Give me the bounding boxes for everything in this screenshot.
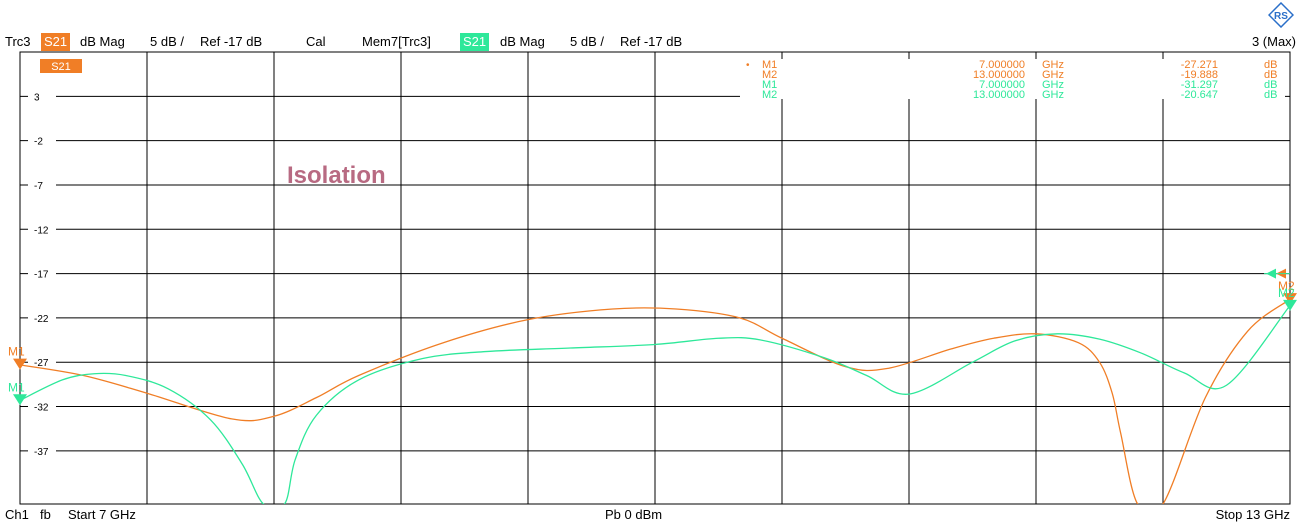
marker-label: M1	[8, 380, 25, 394]
marker-row-vunit: dB	[1264, 89, 1277, 101]
marker-row-value: -20.647	[1181, 89, 1218, 101]
cal-status: Cal	[306, 34, 326, 49]
trace2-format: dB Mag	[500, 34, 545, 49]
marker-m2-icon	[1283, 299, 1297, 311]
marker-row-name: M2	[762, 69, 777, 81]
marker-table: • M1 7.000000 GHz -27.271 dB M2 13.000000 GHz -19…	[740, 59, 1285, 101]
y-tick-bg	[28, 267, 56, 280]
ref-level-arrows	[1264, 268, 1290, 279]
trace2-scale: 5 dB /	[570, 34, 604, 49]
trace1-param-tag[interactable]: S21	[41, 33, 71, 51]
y-tick-label: -32	[34, 403, 49, 414]
marker-row-bg	[740, 59, 1285, 69]
marker-row-freq: 7.000000	[979, 79, 1025, 91]
trace2-ref: Ref -17 dB	[620, 34, 683, 49]
marker-row-name: M1	[762, 59, 777, 71]
y-tick-bg	[28, 444, 56, 457]
grid	[19, 51, 1291, 505]
trace1-format: dB Mag	[80, 34, 125, 49]
trace1-scale: 5 dB /	[150, 34, 184, 49]
marker-row-unit: GHz	[1042, 59, 1064, 71]
marker-label: M1	[8, 345, 25, 359]
active-marker-dot: •	[746, 60, 750, 71]
svg-text:RS: RS	[1274, 11, 1288, 22]
marker-m1-icon	[13, 358, 27, 370]
marker-label: M2	[1278, 286, 1295, 300]
markers: M1 M2 M1 M2	[8, 279, 1297, 406]
y-tick-bg	[28, 356, 56, 369]
marker-row-freq: 13.000000	[973, 69, 1025, 81]
marker-row-bg	[740, 69, 1285, 79]
trace2-name[interactable]: Mem7[Trc3]	[362, 34, 431, 49]
y-tick-label: 3	[34, 92, 40, 103]
channel-footer: Ch1 fb Start 7 GHz Pb 0 dBm Stop 13 GHz	[0, 506, 1306, 524]
trace-tag-box[interactable]	[40, 59, 82, 73]
trace2-param-tag[interactable]: S21	[460, 33, 490, 51]
marker-row-bg	[740, 89, 1285, 99]
y-tick-bg	[28, 178, 56, 191]
y-tick-label: -12	[34, 225, 49, 236]
y-tick-label: -22	[34, 314, 49, 325]
max-label: 3 (Max)	[1251, 34, 1296, 49]
y-tick-bg	[28, 134, 56, 147]
trace-info-header: Trc3 S21 dB Mag 5 dB / Ref -17 dB Cal Me…	[0, 33, 1306, 51]
trace-tag[interactable]: S21	[51, 61, 71, 73]
marker-row-unit: GHz	[1042, 89, 1064, 101]
rohde-schwarz-logo-icon: RS	[1268, 2, 1294, 28]
y-tick-bg	[28, 90, 56, 103]
marker-label: M2	[1278, 279, 1295, 293]
trace1-name[interactable]: Trc3	[5, 34, 31, 49]
marker-m1-icon	[13, 394, 27, 406]
marker-row-vunit: dB	[1264, 69, 1277, 81]
series	[20, 298, 1290, 504]
series-line-0	[20, 298, 1290, 504]
marker-row-vunit: dB	[1264, 59, 1277, 71]
marker-row-value: -31.297	[1181, 79, 1218, 91]
isolation-annotation: Isolation	[287, 162, 386, 189]
marker-row-value: -19.888	[1181, 69, 1218, 81]
y-tick-label: -2	[34, 137, 43, 148]
y-tick-bg	[28, 223, 56, 236]
marker-row-unit: GHz	[1042, 79, 1064, 91]
power-label[interactable]: Pb 0 dBm	[605, 507, 663, 522]
marker-row-vunit: dB	[1264, 79, 1277, 91]
series-line-1	[20, 305, 1290, 504]
stop-freq[interactable]: Stop 13 GHz	[1215, 507, 1290, 522]
y-tick-bg	[28, 400, 56, 413]
marker-row-name: M2	[762, 89, 777, 101]
y-tick-labels: 3 -2 -7 -12 -17 -22 -27 -32 -37	[28, 90, 56, 458]
y-tick-label: -7	[34, 181, 43, 192]
channel-label[interactable]: Ch1	[5, 507, 29, 522]
marker-row-unit: GHz	[1042, 69, 1064, 81]
y-tick-label: -37	[34, 447, 49, 458]
marker-row-bg	[740, 79, 1285, 89]
marker-row-value: -27.271	[1181, 59, 1218, 71]
y-tick-bg	[28, 311, 56, 324]
marker-row-name: M1	[762, 79, 777, 91]
fb-label: fb	[40, 507, 51, 522]
marker-row-freq: 7.000000	[979, 59, 1025, 71]
marker-row-freq: 13.000000	[973, 89, 1025, 101]
y-tick-label: -17	[34, 270, 49, 281]
marker-m2-icon	[1283, 293, 1297, 305]
start-freq[interactable]: Start 7 GHz	[68, 507, 136, 522]
y-tick-label: -27	[34, 358, 49, 369]
trace1-ref: Ref -17 dB	[200, 34, 263, 49]
